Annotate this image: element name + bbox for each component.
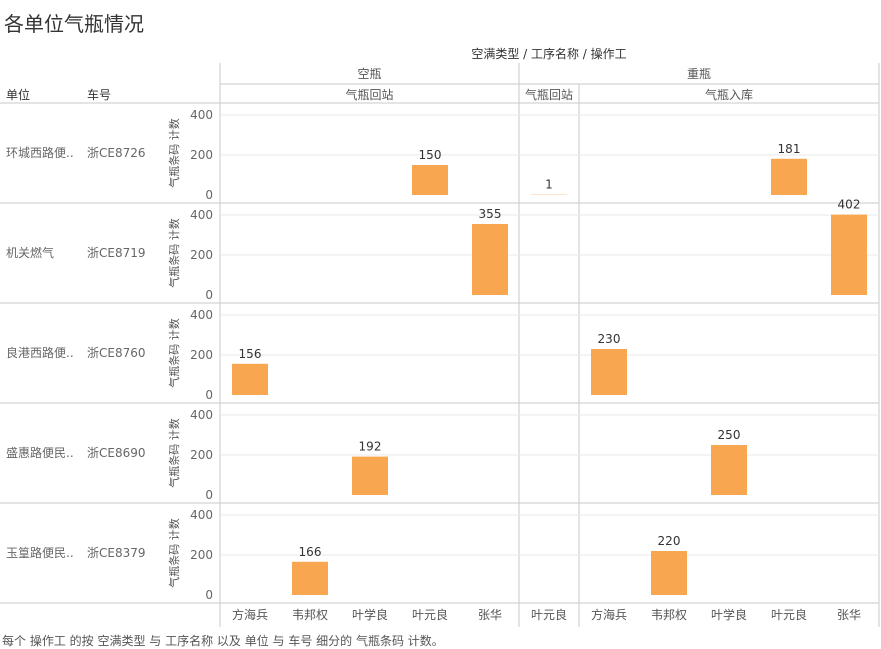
row-car-label: 浙CE8690 bbox=[87, 446, 146, 460]
bar bbox=[292, 561, 328, 595]
bar-data-label: 402 bbox=[838, 198, 861, 212]
y-tick-label: 200 bbox=[190, 248, 213, 262]
y-tick-label: 0 bbox=[205, 588, 213, 602]
row-unit-label: 环城西路便.. bbox=[6, 145, 74, 160]
bar-data-label: 355 bbox=[479, 207, 502, 221]
row-car-label: 浙CE8719 bbox=[87, 246, 146, 260]
bar-data-label: 181 bbox=[778, 142, 801, 156]
y-axis-title: 气瓶条码 计数 bbox=[167, 318, 181, 388]
y-tick-label: 400 bbox=[190, 108, 213, 122]
bar bbox=[412, 165, 448, 195]
bar-data-label: 250 bbox=[718, 428, 741, 442]
header-unit-label: 单位 bbox=[6, 87, 30, 102]
x-tick-label: 韦邦权 bbox=[292, 608, 328, 622]
header-group-label: 空瓶 bbox=[357, 67, 381, 81]
header-field-path: 空满类型 / 工序名称 / 操作工 bbox=[471, 46, 626, 61]
bar-data-label: 166 bbox=[299, 545, 322, 559]
x-tick-label: 方海兵 bbox=[232, 607, 268, 622]
bar-data-label: 220 bbox=[658, 534, 681, 548]
y-axis-title: 气瓶条码 计数 bbox=[167, 218, 181, 288]
x-tick-label: 叶学良 bbox=[711, 607, 747, 622]
header-subgroup-label: 气瓶入库 bbox=[705, 87, 753, 102]
row-car-label: 浙CE8379 bbox=[87, 546, 146, 560]
bar bbox=[711, 445, 747, 495]
x-tick-label: 方海兵 bbox=[591, 607, 627, 622]
y-tick-label: 400 bbox=[190, 508, 213, 522]
header-group-label: 重瓶 bbox=[687, 67, 711, 81]
x-tick-label: 叶元良 bbox=[412, 607, 448, 622]
y-tick-label: 0 bbox=[205, 288, 213, 302]
y-tick-label: 200 bbox=[190, 548, 213, 562]
row-car-label: 浙CE8760 bbox=[87, 346, 146, 360]
bar-data-label: 150 bbox=[419, 148, 442, 162]
row-unit-label: 玉篁路便民.. bbox=[6, 545, 74, 560]
x-tick-label: 叶元良 bbox=[531, 607, 567, 622]
row-car-label: 浙CE8726 bbox=[87, 146, 146, 160]
y-tick-label: 0 bbox=[205, 188, 213, 202]
bar-data-label: 192 bbox=[359, 440, 382, 454]
header-car-label: 车号 bbox=[87, 87, 111, 102]
x-tick-label: 张华 bbox=[837, 608, 861, 622]
bar bbox=[651, 551, 687, 595]
x-tick-label: 张华 bbox=[478, 608, 502, 622]
chart-caption: 每个 操作工 的按 空满类型 与 工序名称 以及 单位 与 车号 细分的 气瓶条… bbox=[2, 634, 444, 648]
y-tick-label: 400 bbox=[190, 308, 213, 322]
bar bbox=[831, 214, 867, 295]
bar-data-label: 230 bbox=[598, 332, 621, 346]
chart-title: 各单位气瓶情况 bbox=[4, 12, 144, 36]
bar-data-label: 1 bbox=[545, 178, 553, 192]
y-axis-title: 气瓶条码 计数 bbox=[167, 118, 181, 188]
row-unit-label: 盛惠路便民.. bbox=[6, 445, 74, 460]
y-tick-label: 0 bbox=[205, 488, 213, 502]
x-tick-label: 叶学良 bbox=[352, 607, 388, 622]
y-tick-label: 200 bbox=[190, 148, 213, 162]
y-axis-title: 气瓶条码 计数 bbox=[167, 418, 181, 488]
y-axis-title: 气瓶条码 计数 bbox=[167, 518, 181, 588]
header-subgroup-label: 气瓶回站 bbox=[525, 87, 573, 102]
y-tick-label: 200 bbox=[190, 348, 213, 362]
y-tick-label: 0 bbox=[205, 388, 213, 402]
bar bbox=[352, 456, 388, 495]
y-tick-label: 400 bbox=[190, 208, 213, 222]
bar bbox=[232, 363, 268, 395]
row-unit-label: 良港西路便.. bbox=[6, 345, 74, 360]
x-tick-label: 叶元良 bbox=[771, 607, 807, 622]
x-tick-label: 韦邦权 bbox=[651, 608, 687, 622]
row-unit-label: 机关燃气 bbox=[6, 245, 54, 260]
header-subgroup-label: 气瓶回站 bbox=[345, 87, 393, 102]
y-tick-label: 400 bbox=[190, 408, 213, 422]
y-tick-label: 200 bbox=[190, 448, 213, 462]
bar bbox=[591, 349, 627, 395]
bar-data-label: 156 bbox=[239, 347, 262, 361]
bar bbox=[472, 224, 508, 295]
bar bbox=[771, 158, 807, 195]
